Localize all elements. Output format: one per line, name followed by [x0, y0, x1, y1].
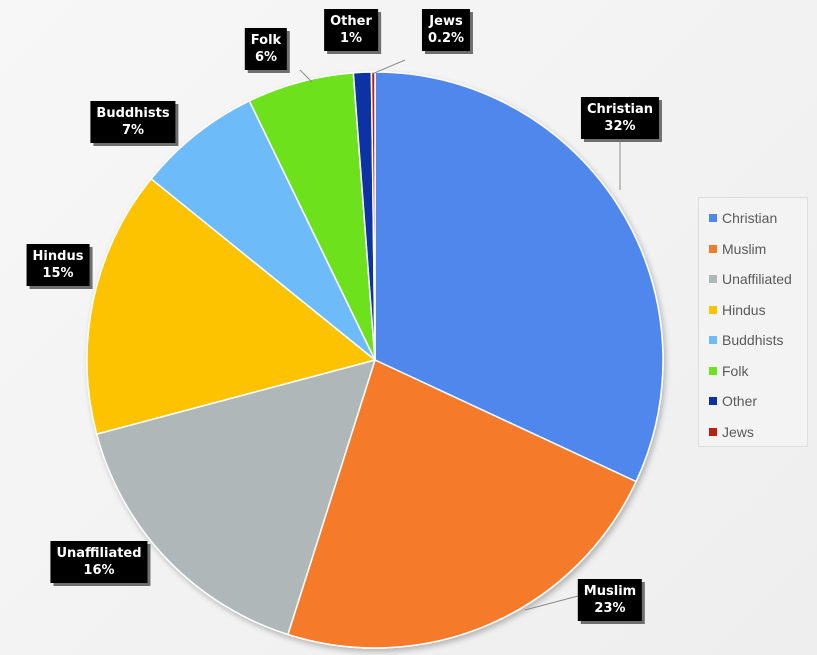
legend-item-folk: Folk	[709, 363, 748, 379]
leader-line	[524, 595, 579, 611]
callout-value: 32%	[604, 119, 636, 134]
callout-value: 23%	[594, 601, 626, 616]
legend-label: Jews	[722, 424, 754, 440]
callout-label: Unaffiliated	[56, 546, 142, 561]
callout-label: Folk	[250, 33, 282, 48]
callout-muslim: Muslim 23%	[577, 579, 643, 621]
callout-label: Muslim	[583, 584, 637, 599]
callout-hindus: Hindus 15%	[26, 244, 90, 286]
legend-swatch	[709, 306, 717, 314]
legend-label: Hindus	[722, 302, 766, 318]
legend-label: Buddhists	[722, 332, 784, 348]
legend-item-jews: Jews	[709, 424, 754, 440]
pie-slice-christian	[374, 71, 664, 483]
legend-item-muslim: Muslim	[709, 241, 766, 257]
legend-swatch	[709, 428, 717, 436]
legend-label: Muslim	[722, 241, 767, 257]
legend-swatch	[709, 397, 717, 405]
callout-value: 6%	[254, 50, 278, 65]
legend-swatch	[709, 367, 717, 375]
callout-buddhists: Buddhists 7%	[90, 101, 176, 143]
legend-item-buddhists: Buddhists	[709, 332, 783, 348]
callout-christian: Christian 32%	[580, 97, 660, 139]
callout-value: 7%	[121, 123, 145, 138]
callout-label: Jews	[429, 14, 463, 29]
legend-item-other: Other	[709, 393, 757, 409]
leader-line	[299, 69, 313, 83]
pie-slice-hindus	[86, 177, 377, 436]
pie-slice-unaffiliated	[95, 358, 377, 636]
callout-folk: Folk 6%	[244, 28, 288, 70]
pie-slices	[86, 71, 664, 649]
callout-value: 16%	[83, 563, 115, 578]
callout-label: Other	[330, 14, 372, 29]
callout-value: 0.2%	[427, 31, 465, 46]
pie-slice-jews	[370, 71, 376, 361]
chart-legend: Christian Muslim Unaffiliated Hindus Bud…	[698, 197, 808, 447]
legend-swatch	[709, 275, 717, 283]
callout-label: Christian	[586, 102, 654, 117]
callout-leader-lines	[299, 59, 621, 611]
legend-swatch	[709, 245, 717, 253]
legend-label: Christian	[722, 210, 778, 226]
legend-item-hindus: Hindus	[709, 302, 766, 318]
legend-item-unaffiliated: Unaffiliated	[709, 271, 792, 287]
callout-label: Buddhists	[96, 106, 170, 121]
legend-swatch	[709, 336, 717, 344]
pie-slice-muslim	[286, 358, 638, 649]
legend-swatch	[709, 214, 717, 222]
callout-unaffiliated: Unaffiliated 16%	[50, 541, 148, 583]
callout-jews: Jews 0.2%	[421, 9, 471, 51]
legend-item-christian: Christian	[709, 210, 777, 226]
leader-line	[371, 59, 406, 75]
legend-label: Folk	[722, 363, 749, 379]
callout-other: Other 1%	[324, 9, 378, 51]
legend-label: Unaffiliated	[722, 271, 792, 287]
callout-label: Hindus	[32, 249, 84, 264]
callout-value: 15%	[42, 266, 74, 281]
legend-label: Other	[722, 393, 758, 409]
callout-value: 1%	[339, 31, 363, 46]
pie-slice-buddhists	[150, 99, 376, 361]
